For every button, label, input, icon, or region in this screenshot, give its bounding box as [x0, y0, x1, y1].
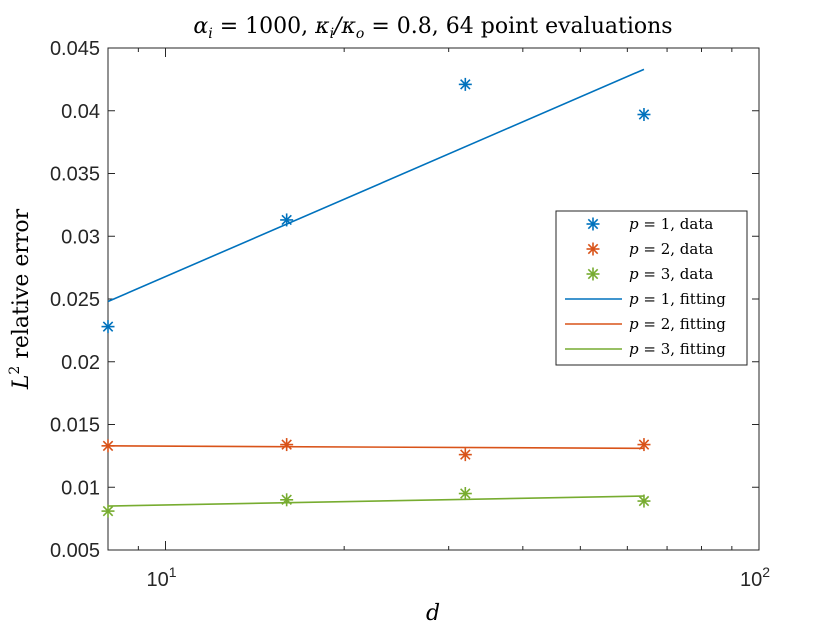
ticks: 0.005 0.01 0.015 0.02 0.025 0.03 0.035 0.04 0.04…: [50, 38, 770, 591]
data-point-p2: [280, 438, 294, 452]
legend-marker: [586, 242, 600, 256]
fit-line-p2: [107, 445, 644, 450]
legend-marker: [586, 217, 600, 231]
data-point-p3: [280, 493, 294, 507]
y-tick-label: 0.03: [61, 226, 100, 248]
legend-label: p = 3, data: [629, 265, 713, 283]
legend-box: [555, 210, 748, 366]
y-tick-label: 0.025: [50, 289, 100, 311]
legend-label: p = 1, fitting: [629, 290, 726, 308]
y-tick-label: 0.02: [61, 352, 100, 374]
legend-label: p = 2, data: [629, 240, 713, 258]
data-point-p1: [101, 320, 115, 334]
data-point-p1: [637, 108, 651, 122]
x-tick-label: 102: [740, 564, 770, 591]
chart-title: αi = 1000, κi/κo = 0.8, 64 point evaluat…: [193, 14, 672, 42]
legend-marker: [586, 267, 600, 281]
legend-items: p = 1, data p = 2, data p = 3, data p = 1, …: [565, 215, 726, 358]
data-point-p3: [458, 487, 472, 501]
y-tick-label: 0.01: [61, 477, 100, 499]
fit-line-p3: [107, 495, 644, 507]
fit-line-p1: [107, 68, 645, 303]
data-point-p2: [101, 439, 115, 453]
legend-label: p = 2, fitting: [629, 315, 726, 333]
data-point-p2: [637, 438, 651, 452]
legend-label: p = 1, data: [629, 215, 713, 233]
data-point-p3: [637, 494, 651, 508]
data-point-p3: [101, 504, 115, 518]
y-tick-label: 0.015: [50, 415, 100, 437]
data-point-p2: [458, 448, 472, 462]
data-point-p1: [280, 213, 294, 227]
y-tick-label: 0.005: [50, 540, 100, 562]
x-axis-label: d: [426, 601, 440, 626]
legend: p = 1, data p = 2, data p = 3, data p = 1, …: [555, 210, 748, 366]
y-tick-label: 0.045: [50, 38, 100, 60]
data-point-p1: [458, 77, 472, 91]
y-axis-label: L2 relative error: [7, 208, 34, 390]
y-tick-label: 0.035: [50, 164, 100, 186]
x-tick-label: 101: [146, 564, 176, 591]
series-layer: [101, 68, 651, 518]
legend-label: p = 3, fitting: [629, 340, 726, 358]
y-tick-label: 0.04: [61, 101, 100, 123]
